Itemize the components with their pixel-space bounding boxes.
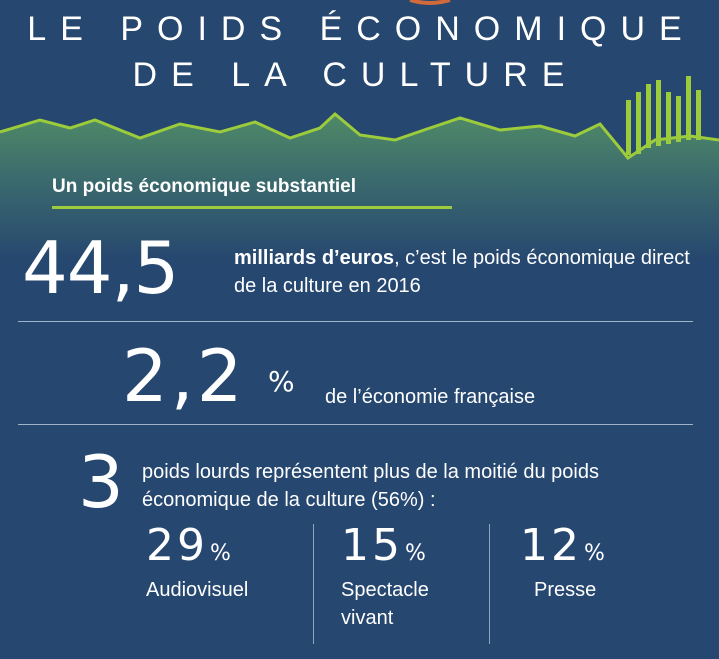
category-unit: % <box>210 541 231 566</box>
stat3-description: poids lourds représentent plus de la moi… <box>142 461 599 511</box>
section-subtitle: Un poids économique substantiel <box>52 176 357 197</box>
category-label: Audiovisuel <box>146 579 249 601</box>
category-presse: 12% Presse <box>520 524 605 604</box>
category-number: 15 <box>341 520 403 571</box>
vertical-separator <box>313 524 314 644</box>
stat2-value: 2,2 <box>122 334 246 418</box>
category-audiovisuel: 29% Audiovisuel <box>146 524 248 604</box>
page-title-line2: DE LA CULTURE <box>132 56 579 94</box>
separator-line <box>18 424 693 425</box>
category-label: Presse <box>534 579 597 601</box>
stat3-value: 3 <box>78 440 124 524</box>
page-title-line1: LE POIDS ÉCONOMIQUE <box>27 10 696 48</box>
stat1-rest: , c’est le poids économique direct de la… <box>234 247 690 297</box>
category-value: 12% <box>520 524 605 568</box>
stat1-description: milliards d’euros, c’est le poids économ… <box>234 244 704 300</box>
vertical-separator <box>489 524 490 644</box>
hill-silhouette <box>0 114 719 260</box>
stat1-value: 44,5 <box>22 226 179 310</box>
stat2-description: de l’économie française <box>325 386 536 408</box>
separator-line <box>18 321 693 322</box>
category-spectacle-vivant: 15% Spectacle vivant <box>341 524 471 632</box>
equalizer-bars-icon <box>626 76 701 155</box>
category-unit: % <box>584 541 605 566</box>
subtitle-underline <box>52 206 452 209</box>
orange-arc-decoration <box>409 0 451 5</box>
stat2-unit: % <box>268 365 295 398</box>
category-label: Spectacle vivant <box>341 579 429 629</box>
category-unit: % <box>405 541 426 566</box>
category-number: 12 <box>520 520 582 571</box>
category-number: 29 <box>146 520 208 571</box>
stat1-bold: milliards d’euros <box>234 247 395 269</box>
category-value: 15% <box>341 524 471 568</box>
hill-ridge-line <box>0 111 719 161</box>
category-value: 29% <box>146 524 248 568</box>
